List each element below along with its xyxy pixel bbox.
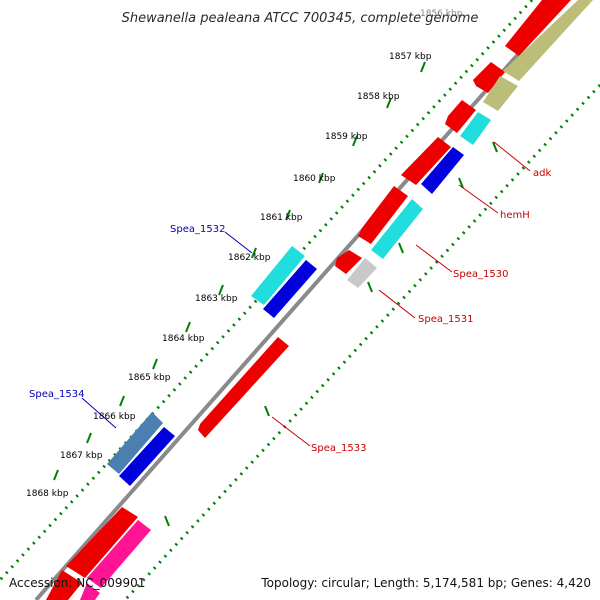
gene-arrow[interactable] [371,199,423,259]
major-tick [367,281,373,293]
gene-arrow[interactable] [263,260,317,318]
gene-arrow[interactable] [198,337,289,438]
major-tick [420,61,426,73]
gene-arrow[interactable] [503,0,593,81]
major-tick [119,395,125,407]
major-tick [352,135,358,147]
gene-arrow[interactable] [87,520,151,588]
kbp-label: 1859 kbp [325,132,368,142]
gene-label-spea-1534[interactable]: Spea_1534 [29,389,84,400]
major-tick [458,177,464,189]
leader-line [415,244,453,273]
kbp-label: 1856 kbp [420,9,463,19]
major-tick [164,515,170,527]
gene-arrow[interactable] [505,0,571,56]
gene-arrow[interactable] [66,507,138,578]
leader-line [81,397,117,429]
gene-arrow[interactable] [251,246,305,305]
kbp-label: 1861 kbp [260,213,303,223]
gene-arrow[interactable] [473,62,505,93]
kbp-label: 1858 kbp [357,92,400,102]
kbp-label: 1860 kbp [293,174,336,184]
genome-backbone [34,0,568,600]
kbp-label: 1864 kbp [162,334,205,344]
kbp-label: 1857 kbp [389,52,432,62]
inner-tick-ring [123,83,600,600]
gene-labels: adk hemH Spea_1530 Spea_1531 Spea_1532 S… [29,168,551,454]
leader-line [458,184,499,214]
gene-arrow[interactable] [335,250,362,274]
gene-label-spea-1530[interactable]: Spea_1530 [453,269,508,280]
kbp-label: 1868 kbp [26,489,69,499]
gene-label-spea-1532[interactable]: Spea_1532 [170,224,225,235]
kbp-label: 1866 kbp [93,412,136,422]
leader-line [271,416,311,447]
major-tick [218,284,224,296]
leader-line [224,231,253,254]
genome-summary-text: Topology: circular; Length: 5,174,581 bp… [260,576,591,590]
major-tick [53,469,59,481]
map-title: Shewanella pealeana ATCC 700345, complet… [122,11,479,26]
gene-label-spea-1531[interactable]: Spea_1531 [418,314,473,325]
major-tick [318,172,324,184]
gene-arrow[interactable] [483,76,518,111]
major-tick [285,209,291,221]
gene-arrow[interactable] [80,583,100,600]
forward-strand-track [46,0,571,600]
gene-label-adk[interactable]: adk [533,168,551,179]
kbp-label: 1862 kbp [228,253,271,263]
major-tick [398,242,404,254]
major-tick [185,321,191,333]
major-tick [492,141,498,153]
major-tick [264,405,270,417]
kbp-label: 1865 kbp [128,373,171,383]
gene-arrow[interactable] [46,570,82,600]
leader-line [378,289,416,319]
major-tick [251,247,257,259]
gene-arrow[interactable] [445,100,476,133]
gene-arrow[interactable] [460,112,491,145]
major-tick [86,432,92,444]
gene-arrow[interactable] [421,147,464,194]
accession-text: Accession: NC_009901 [9,576,145,590]
kbp-label: 1863 kbp [195,294,238,304]
gene-arrow[interactable] [107,412,163,474]
kbp-label: 1867 kbp [60,451,103,461]
leader-line [493,141,531,172]
reverse-strand-track [80,0,593,600]
major-tick [152,358,158,370]
gene-arrow[interactable] [401,137,451,185]
gene-label-spea-1533[interactable]: Spea_1533 [311,443,366,454]
scale-labels: 1856 kbp 1857 kbp 1858 kbp 1859 kbp 1860… [26,9,463,499]
major-tick [386,97,392,109]
gene-label-hemh[interactable]: hemH [500,210,530,221]
gene-arrow[interactable] [347,258,377,288]
label-leaders [81,141,531,447]
gene-arrow[interactable] [358,186,408,244]
gene-arrow[interactable] [119,427,175,486]
